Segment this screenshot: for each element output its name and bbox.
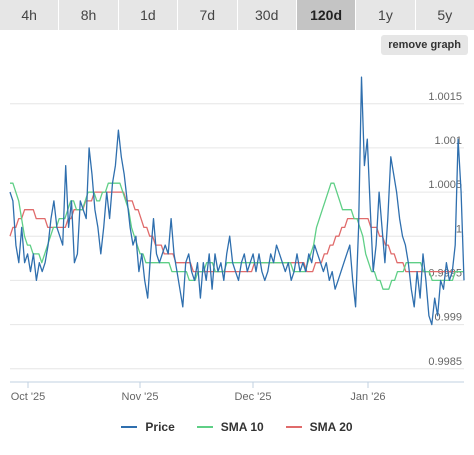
legend-item-sma10[interactable]: SMA 10 <box>196 420 264 434</box>
y-tick-label-0: 1.0015 <box>428 91 462 103</box>
x-tick-label-0: Oct '25 <box>11 391 46 403</box>
legend-item-sma20[interactable]: SMA 20 <box>285 420 353 434</box>
tab-5y[interactable]: 5y <box>415 0 474 30</box>
series-line-price <box>9 76 465 326</box>
legend-swatch-sma10 <box>196 426 213 428</box>
x-tick-label-1: Nov '25 <box>122 391 159 403</box>
y-tick-label-5: 0.999 <box>434 312 462 324</box>
legend-label-price: Price <box>145 420 175 434</box>
timeframe-tabs: 4h 8h 1d 7d 30d 120d 1y 5y <box>0 0 474 30</box>
x-tick-label-2: Dec '25 <box>235 391 272 403</box>
legend-label-sma20: SMA 20 <box>309 420 353 434</box>
legend-item-price[interactable]: Price <box>121 420 175 434</box>
tab-8h[interactable]: 8h <box>59 0 119 30</box>
x-tick-label-3: Jan '26 <box>350 391 385 403</box>
y-tick-label-2: 1.0005 <box>428 179 462 191</box>
y-tick-label-3: 1 <box>456 223 462 235</box>
y-tick-label-1: 1.001 <box>434 135 462 147</box>
tab-7d[interactable]: 7d <box>178 0 238 30</box>
chart-legend: Price SMA 10 SMA 20 <box>0 420 474 434</box>
tab-4h[interactable]: 4h <box>0 0 60 30</box>
tab-1d[interactable]: 1d <box>118 0 179 30</box>
legend-swatch-price <box>121 426 138 428</box>
y-tick-label-6: 0.9985 <box>428 356 462 368</box>
remove-graph-button[interactable]: remove graph <box>381 35 468 55</box>
legend-label-sma10: SMA 10 <box>220 420 264 434</box>
series-line-sma10 <box>10 182 464 290</box>
tab-1y[interactable]: 1y <box>356 0 416 30</box>
tab-30d[interactable]: 30d <box>237 0 297 30</box>
legend-swatch-sma20 <box>285 426 302 428</box>
tab-120d[interactable]: 120d <box>296 0 357 30</box>
